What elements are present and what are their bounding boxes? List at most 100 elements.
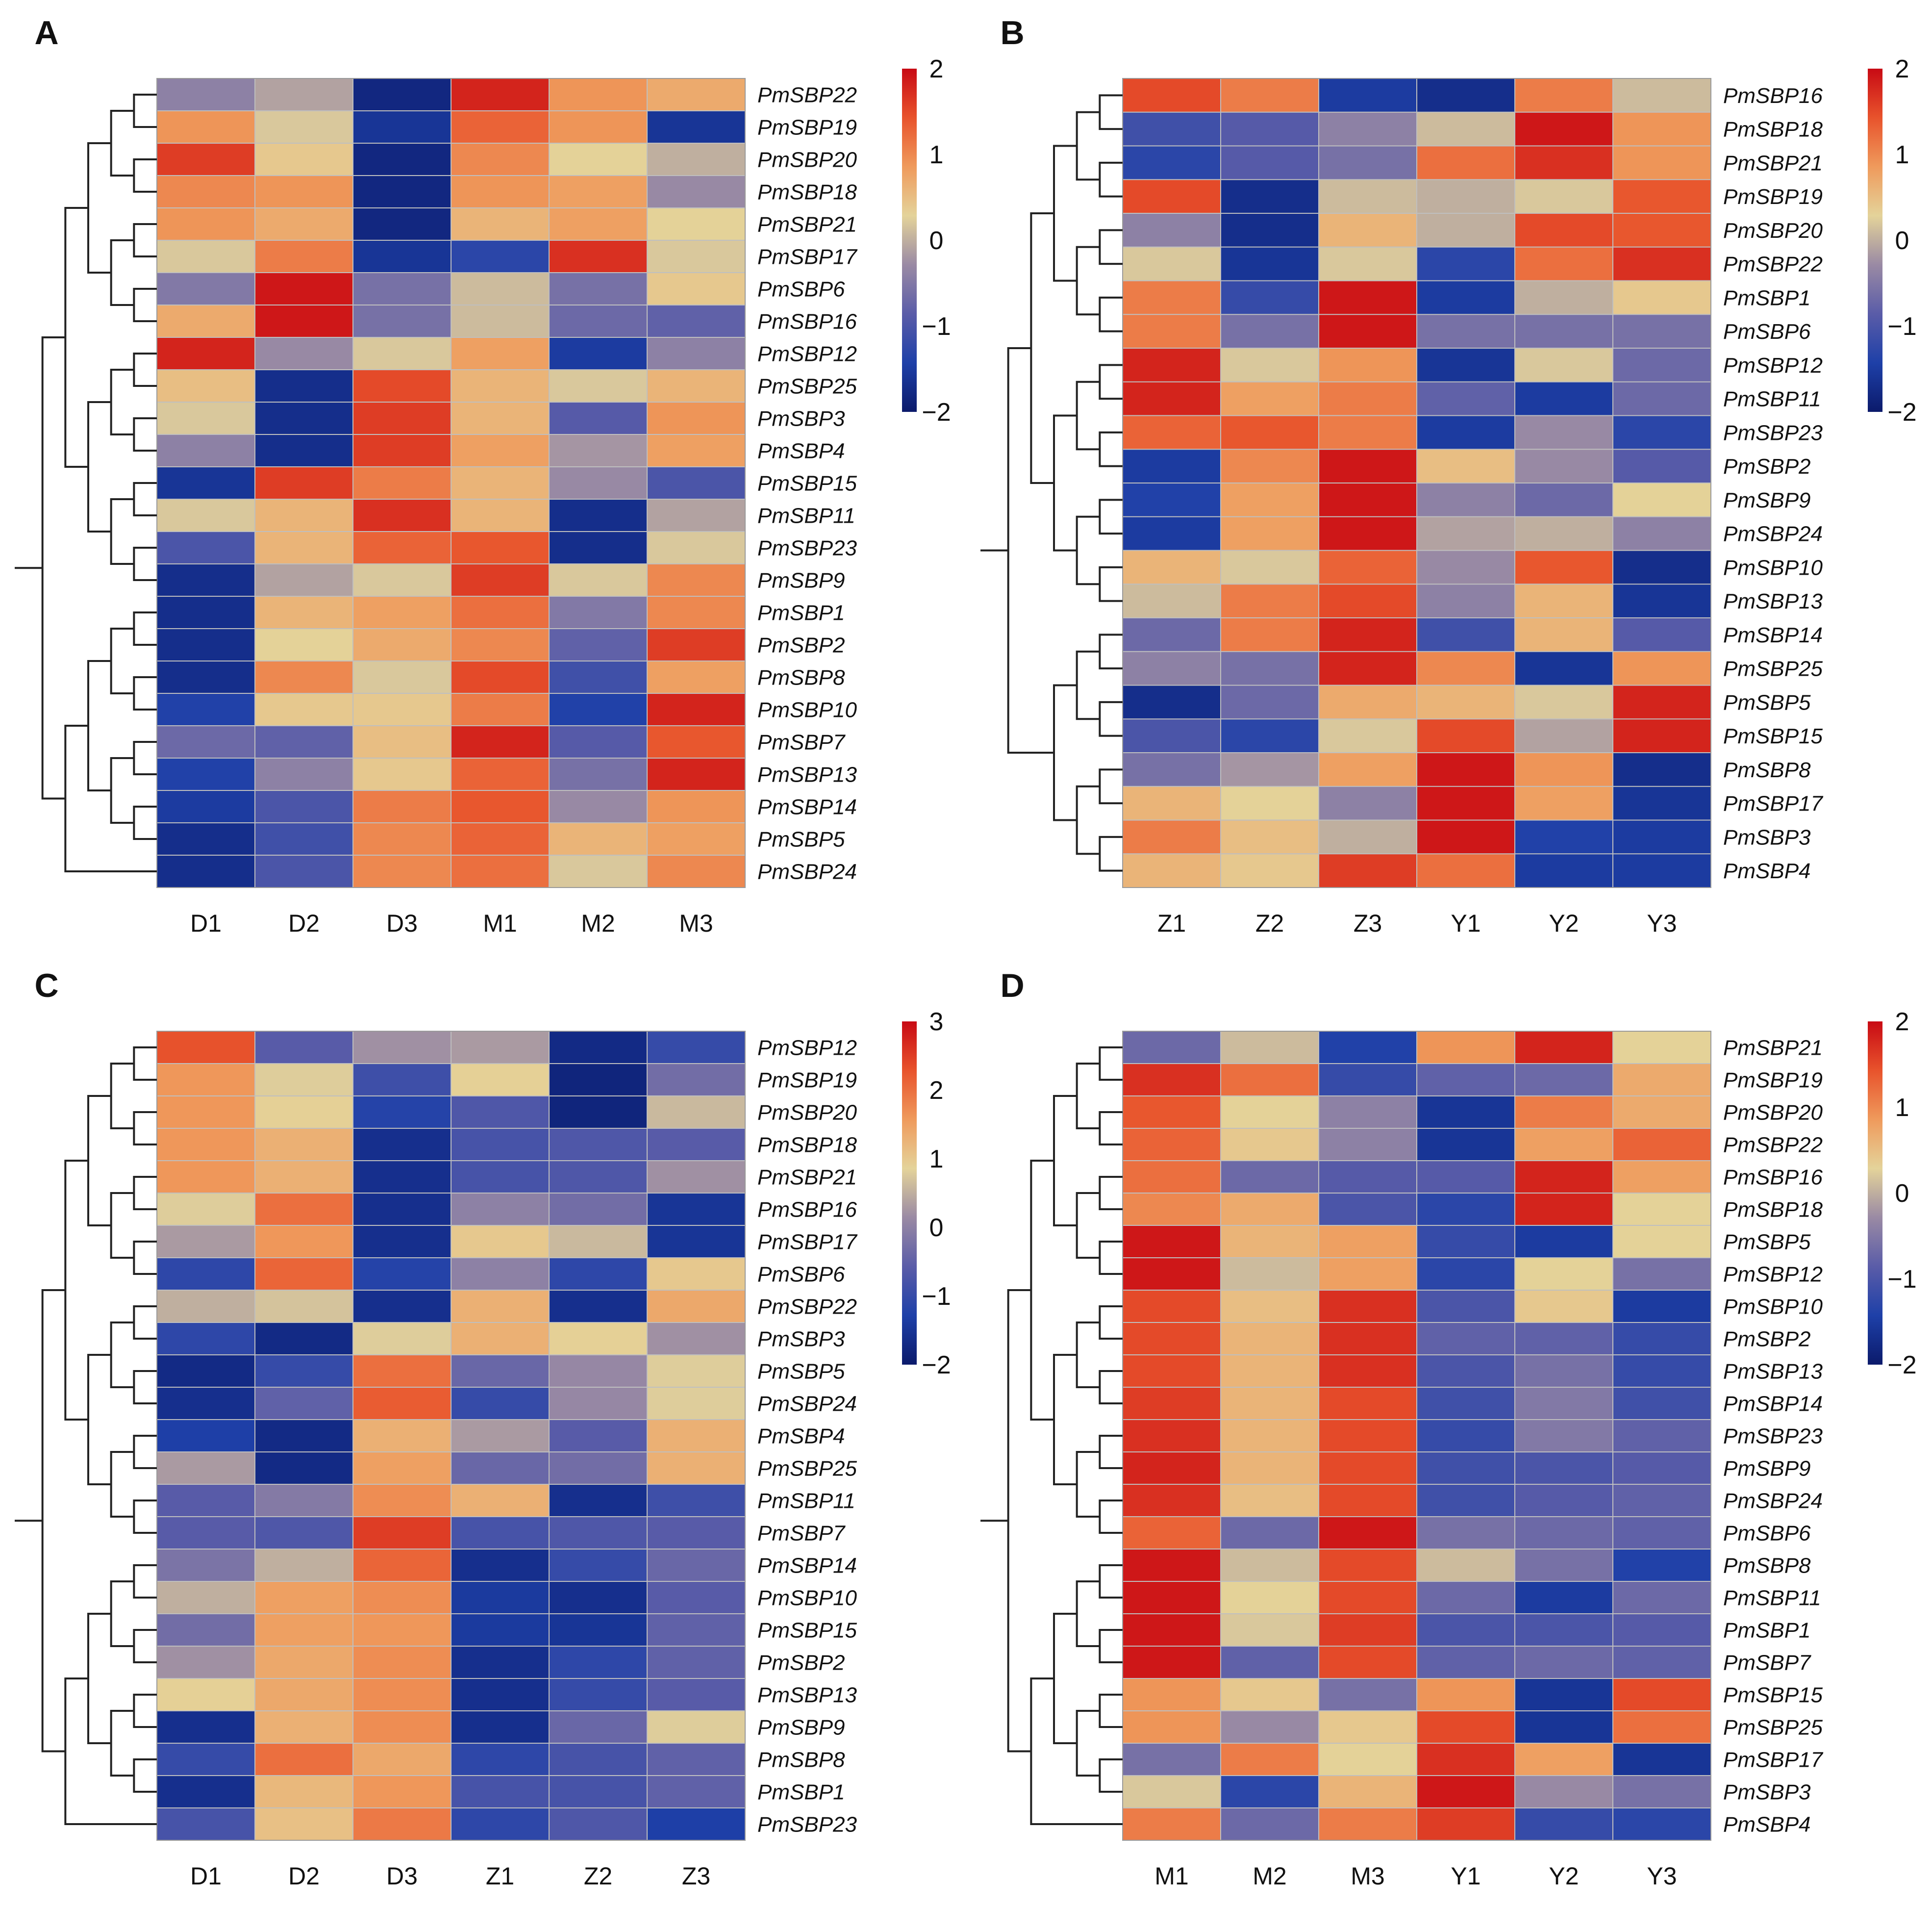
heatmap-cell xyxy=(1417,1452,1514,1484)
row-label: PmSBP23 xyxy=(1723,1424,1823,1448)
heatmap-cell xyxy=(1221,1323,1318,1354)
heatmap-cell xyxy=(1515,652,1612,685)
row-label: PmSBP23 xyxy=(757,1812,857,1836)
heatmap-cell xyxy=(157,759,254,790)
row-label: PmSBP10 xyxy=(1723,556,1823,580)
heatmap-cell xyxy=(157,1647,254,1678)
heatmap-cell xyxy=(550,1776,647,1807)
heatmap-cell xyxy=(1515,787,1612,820)
heatmap-cell xyxy=(1515,315,1612,348)
heatmap-cell xyxy=(1221,618,1318,651)
row-label: PmSBP12 xyxy=(757,1036,857,1060)
heatmap-cell xyxy=(1613,1226,1710,1257)
heatmap-cell xyxy=(1613,719,1710,752)
heatmap-cell xyxy=(550,241,647,272)
heatmap-cell xyxy=(1319,719,1416,752)
heatmap-cell xyxy=(1417,214,1514,247)
column-label: Y3 xyxy=(1647,1862,1677,1890)
heatmap-cell xyxy=(1515,753,1612,786)
heatmap-cell xyxy=(452,273,549,305)
heatmap-cell xyxy=(353,1226,451,1257)
heatmap-cell xyxy=(1515,416,1612,449)
heatmap-cell xyxy=(1417,1355,1514,1387)
heatmap-cell xyxy=(353,435,451,466)
column-label: D1 xyxy=(190,910,222,937)
heatmap-cell xyxy=(1417,1776,1514,1807)
heatmap-cell xyxy=(1417,1711,1514,1743)
heatmap-cell xyxy=(1221,483,1318,516)
heatmap-cell xyxy=(255,694,352,725)
heatmap-cell xyxy=(648,467,745,499)
heatmap-cell xyxy=(1319,281,1416,314)
heatmap-cell xyxy=(648,791,745,822)
heatmap-cell xyxy=(1417,1258,1514,1290)
row-label: PmSBP5 xyxy=(1723,1230,1811,1254)
column-label: D2 xyxy=(288,1862,320,1890)
heatmap-cell xyxy=(255,111,352,143)
heatmap-cell xyxy=(1319,1032,1416,1063)
heatmap-cell xyxy=(157,597,254,628)
heatmap-cell xyxy=(1319,1744,1416,1775)
heatmap-cell xyxy=(648,111,745,143)
heatmap-cell xyxy=(255,597,352,628)
heatmap-cell xyxy=(452,79,549,110)
heatmap-cell xyxy=(1417,618,1514,651)
heatmap-cell xyxy=(1123,180,1220,213)
heatmap-cell xyxy=(1319,1485,1416,1516)
heatmap-cell xyxy=(1319,1550,1416,1581)
heatmap-cell xyxy=(1613,1420,1710,1451)
heatmap-cell xyxy=(550,564,647,596)
panel-letter: D xyxy=(1000,967,1024,1004)
heatmap-cell xyxy=(255,370,352,402)
heatmap-cell xyxy=(353,1776,451,1807)
dendrogram-branch xyxy=(1007,347,1054,754)
row-label: PmSBP17 xyxy=(1723,1748,1824,1772)
heatmap-cell xyxy=(648,370,745,402)
dendrogram-branch xyxy=(133,806,157,840)
heatmap-cell xyxy=(550,1420,647,1451)
heatmap-cell xyxy=(1613,349,1710,381)
heatmap-cell xyxy=(1221,1485,1318,1516)
heatmap-cell xyxy=(1319,1808,1416,1840)
dendrogram-branch xyxy=(1099,1564,1123,1599)
row-label: PmSBP6 xyxy=(1723,1521,1811,1545)
heatmap-cell xyxy=(157,1582,254,1613)
dendrogram-branch xyxy=(1099,1176,1123,1210)
heatmap-cell xyxy=(550,1679,647,1710)
heatmap-cell xyxy=(648,856,745,887)
heatmap-cell xyxy=(1221,1679,1318,1710)
heatmap-cell xyxy=(550,791,647,822)
row-label: PmSBP15 xyxy=(757,471,857,495)
heatmap-cell xyxy=(157,467,254,499)
heatmap-cell xyxy=(157,1679,254,1710)
dendrogram-branch xyxy=(110,1063,134,1129)
heatmap-cell xyxy=(255,403,352,434)
colorbar-tick-label: 2 xyxy=(929,55,944,83)
heatmap-cell xyxy=(1515,79,1612,112)
heatmap-cell xyxy=(648,273,745,305)
heatmap-cell xyxy=(1613,1064,1710,1095)
dendrogram-branch xyxy=(133,1629,157,1663)
heatmap-cell xyxy=(1515,1711,1612,1743)
heatmap-cell xyxy=(255,176,352,207)
heatmap-cell xyxy=(1319,1711,1416,1743)
heatmap-cell xyxy=(1515,686,1612,719)
dendrogram-branch xyxy=(1099,296,1123,332)
heatmap-cell xyxy=(452,1355,549,1387)
heatmap-cell xyxy=(353,111,451,143)
heatmap-cell xyxy=(1515,450,1612,483)
heatmap-cell xyxy=(255,629,352,661)
dendrogram-branch xyxy=(133,1370,157,1404)
heatmap-cell xyxy=(1417,1485,1514,1516)
heatmap-cell xyxy=(1221,719,1318,752)
heatmap-cell xyxy=(255,759,352,790)
heatmap-cell xyxy=(255,241,352,272)
heatmap-cell xyxy=(648,338,745,369)
heatmap-cell xyxy=(1123,416,1220,449)
heatmap-cell xyxy=(1319,753,1416,786)
row-label: PmSBP7 xyxy=(757,730,846,754)
heatmap-cell xyxy=(1515,820,1612,854)
heatmap-cell xyxy=(1515,349,1612,381)
dendrogram-branch xyxy=(133,611,157,646)
heatmap-cell xyxy=(1319,180,1416,213)
